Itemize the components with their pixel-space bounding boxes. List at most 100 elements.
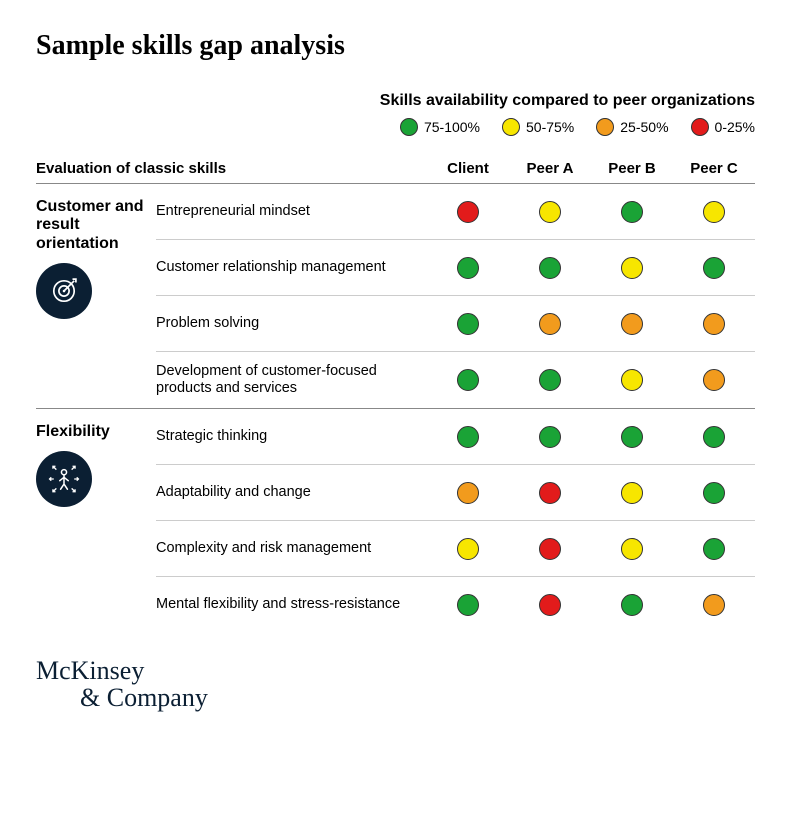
rating-dot xyxy=(703,369,725,391)
rating-dot xyxy=(621,538,643,560)
table-row: Entrepreneurial mindset xyxy=(156,184,755,240)
rating-cell xyxy=(591,594,673,616)
header-org: Peer A xyxy=(509,160,591,177)
rating-dot xyxy=(457,482,479,504)
skill-label: Entrepreneurial mindset xyxy=(156,195,427,228)
rating-dot xyxy=(621,594,643,616)
header-org: Peer C xyxy=(673,160,755,177)
rating-dot xyxy=(621,482,643,504)
rating-cell xyxy=(509,313,591,335)
rating-cell xyxy=(591,426,673,448)
rating-dot xyxy=(703,201,725,223)
rating-dot xyxy=(457,369,479,391)
skill-label: Complexity and risk management xyxy=(156,532,427,565)
rating-cell xyxy=(427,201,509,223)
legend-label: 0-25% xyxy=(715,119,755,135)
rating-cell xyxy=(509,594,591,616)
page-title: Sample skills gap analysis xyxy=(36,30,755,62)
legend-item: 50-75% xyxy=(502,118,574,136)
rating-dot xyxy=(621,313,643,335)
table-row: Adaptability and change xyxy=(156,465,755,521)
legend-title: Skills availability compared to peer org… xyxy=(36,92,755,110)
rating-dot xyxy=(539,369,561,391)
rating-dot xyxy=(457,426,479,448)
rating-cell xyxy=(673,369,755,391)
header-org: Client xyxy=(427,160,509,177)
mckinsey-logo: McKinsey & Company xyxy=(36,657,755,712)
legend-label: 75-100% xyxy=(424,119,480,135)
skill-label: Problem solving xyxy=(156,307,427,340)
rating-dot xyxy=(457,594,479,616)
target-icon xyxy=(36,263,92,319)
table-row: Strategic thinking xyxy=(156,409,755,465)
rating-cell xyxy=(673,201,755,223)
table-row: Customer relationship management xyxy=(156,240,755,296)
skill-label: Adaptability and change xyxy=(156,476,427,509)
rating-dot xyxy=(621,369,643,391)
legend-dot xyxy=(691,118,709,136)
group-name: Customer and result orientation xyxy=(36,198,156,253)
legend-dot xyxy=(502,118,520,136)
rating-cell xyxy=(427,369,509,391)
rating-dot xyxy=(621,257,643,279)
legend-label: 25-50% xyxy=(620,119,668,135)
rating-cell xyxy=(427,257,509,279)
skill-group: FlexibilityStrategic thinking Adaptabilit… xyxy=(36,409,755,633)
table-header: Evaluation of classic skills Client Peer… xyxy=(36,160,755,184)
legend-item: 0-25% xyxy=(691,118,755,136)
target-icon xyxy=(47,274,81,308)
rating-cell xyxy=(591,369,673,391)
legend-label: 50-75% xyxy=(526,119,574,135)
rating-dot xyxy=(539,538,561,560)
rating-cell xyxy=(673,482,755,504)
skill-label: Mental flexibility and stress-resistance xyxy=(156,588,427,621)
rating-cell xyxy=(673,313,755,335)
flexibility-icon xyxy=(36,451,92,507)
rating-cell xyxy=(509,482,591,504)
rating-cell xyxy=(427,426,509,448)
rating-dot xyxy=(703,313,725,335)
rating-cell xyxy=(591,482,673,504)
rating-cell xyxy=(509,538,591,560)
rating-cell xyxy=(673,538,755,560)
rating-cell xyxy=(673,594,755,616)
rating-dot xyxy=(457,201,479,223)
rating-cell xyxy=(591,257,673,279)
header-org: Peer B xyxy=(591,160,673,177)
rating-cell xyxy=(427,594,509,616)
flexibility-icon xyxy=(47,462,81,496)
rating-dot xyxy=(703,594,725,616)
rating-dot xyxy=(703,538,725,560)
rating-dot xyxy=(457,313,479,335)
rating-dot xyxy=(539,201,561,223)
rating-dot xyxy=(621,201,643,223)
legend-item: 25-50% xyxy=(596,118,668,136)
rating-cell xyxy=(509,369,591,391)
rating-cell xyxy=(427,482,509,504)
table-row: Mental flexibility and stress-resistance xyxy=(156,577,755,633)
group-name: Flexibility xyxy=(36,423,156,441)
rating-cell xyxy=(591,313,673,335)
rating-dot xyxy=(539,594,561,616)
rating-cell xyxy=(427,313,509,335)
legend-dot xyxy=(400,118,418,136)
rating-cell xyxy=(427,538,509,560)
rating-dot xyxy=(457,538,479,560)
rating-dot xyxy=(703,482,725,504)
logo-line2: & Company xyxy=(36,684,755,711)
rating-cell xyxy=(509,257,591,279)
rating-dot xyxy=(703,257,725,279)
rating-dot xyxy=(621,426,643,448)
table-row: Complexity and risk management xyxy=(156,521,755,577)
table-row: Development of customer-focused products… xyxy=(156,352,755,408)
legend-dot xyxy=(596,118,614,136)
rating-dot xyxy=(703,426,725,448)
skill-label: Customer relationship management xyxy=(156,251,427,284)
logo-line1: McKinsey xyxy=(36,657,755,684)
rating-cell xyxy=(673,426,755,448)
rating-cell xyxy=(591,201,673,223)
rating-cell xyxy=(591,538,673,560)
legend: Skills availability compared to peer org… xyxy=(36,92,755,136)
rating-dot xyxy=(539,482,561,504)
skill-label: Strategic thinking xyxy=(156,420,427,453)
